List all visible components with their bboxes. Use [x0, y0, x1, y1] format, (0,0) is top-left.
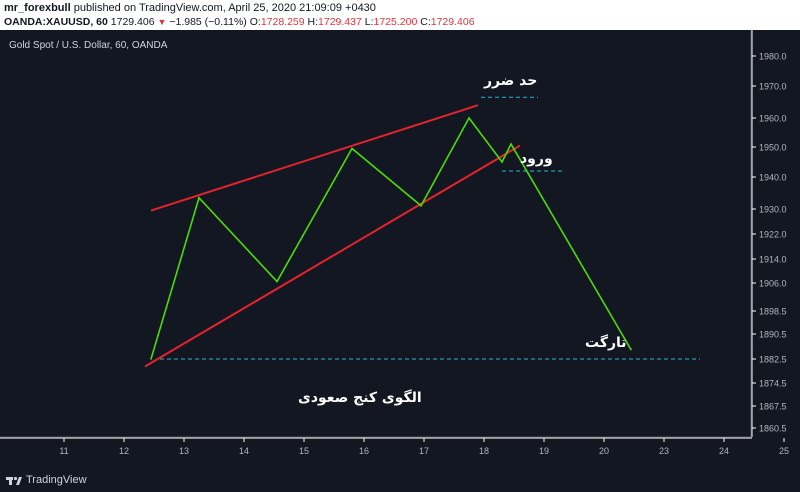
chart-area[interactable]: 1860.5 1867.5 1874.5 1882.5 1890.5 1898.5 1906…: [0, 30, 800, 492]
symbol-label: OANDA:XAUUSD, 60: [4, 16, 108, 28]
close-label: C:: [420, 16, 431, 28]
price-path-line: [150, 116, 632, 360]
x-tick-label: 19: [539, 446, 549, 456]
y-tick-label: 1890.5: [759, 330, 787, 340]
x-tick-label: 15: [299, 446, 309, 456]
y-tick-label: 1960.0: [759, 114, 787, 124]
author-name[interactable]: mr_forexbull: [4, 2, 71, 14]
entry-label: ورود: [520, 151, 553, 167]
x-tick-label: 17: [419, 446, 429, 456]
footer-brand[interactable]: TradingView: [6, 472, 87, 488]
price-change: −1.985 (−0.11%): [169, 16, 247, 28]
x-tick-label: 12: [119, 446, 129, 456]
x-tick-label: 25: [779, 446, 789, 456]
publish-header: mr_forexbull published on TradingView.co…: [0, 0, 800, 30]
lower-trendline: [144, 144, 521, 368]
y-tick-label: 1930.0: [759, 205, 787, 215]
x-tick-label: 20: [599, 446, 609, 456]
price-point: [420, 205, 422, 207]
x-tick-label: 14: [239, 446, 249, 456]
y-tick-label: 1922.0: [759, 230, 787, 240]
y-tick-label: 1906.0: [759, 279, 787, 289]
stop-loss-label: حد ضرر: [484, 73, 538, 89]
x-tick-label: 23: [659, 446, 669, 456]
price-point: [468, 117, 470, 119]
high-label: H:: [307, 16, 319, 28]
upper-trendline: [150, 104, 479, 212]
target-label: تارگت: [585, 335, 627, 351]
price-point: [351, 147, 353, 150]
chart-title: Gold Spot / U.S. Dollar, 60, OANDA: [9, 40, 168, 51]
price-point: [510, 143, 512, 145]
low-label: L:: [364, 16, 374, 28]
y-tick-label: 1882.5: [759, 355, 787, 365]
x-tick-label: 11: [59, 446, 68, 456]
pattern-name-label: الگوی کنج صعودی: [298, 390, 422, 406]
price-point: [150, 358, 152, 360]
y-tick-label: 1950.0: [759, 143, 787, 153]
y-tick-label: 1898.5: [759, 307, 787, 317]
y-tick-label: 1980.0: [759, 52, 787, 62]
y-tick-label: 1940.0: [759, 173, 787, 183]
x-tick-label: 13: [179, 446, 189, 456]
y-tick-label: 1874.5: [759, 379, 787, 389]
x-tick-label: 24: [719, 446, 729, 456]
published-text: published on TradingView.com, April 25, …: [73, 2, 376, 14]
down-arrow-icon: ▼: [157, 17, 167, 27]
tradingview-logo-icon: [6, 476, 22, 485]
y-tick-label: 1860.5: [759, 424, 787, 434]
close-value: 1729.406: [430, 16, 475, 28]
price-chart[interactable]: 1860.5 1867.5 1874.5 1882.5 1890.5 1898.5 1906…: [0, 30, 800, 492]
y-tick-label: 1970.0: [759, 82, 787, 92]
ohlc-line: OANDA:XAUUSD, 60 1729.406 ▼ −1.985 (−0.1…: [4, 16, 475, 28]
brand-name: TradingView: [26, 474, 87, 486]
price-point: [198, 197, 200, 199]
x-tick-label: 18: [479, 446, 489, 456]
low-value: 1725.200: [373, 16, 418, 28]
x-tick-label: 16: [359, 446, 369, 456]
price-point: [501, 161, 503, 163]
y-tick-label: 1914.0: [759, 255, 787, 265]
high-value: 1729.437: [318, 16, 362, 28]
open-label: O:: [249, 16, 261, 28]
publish-line: mr_forexbull published on TradingView.co…: [4, 2, 376, 14]
price-point: [276, 280, 278, 283]
price-point: [630, 348, 632, 351]
open-value: 1728.259: [260, 16, 305, 28]
y-tick-label: 1867.5: [759, 402, 787, 412]
last-price: 1729.406: [110, 16, 155, 28]
